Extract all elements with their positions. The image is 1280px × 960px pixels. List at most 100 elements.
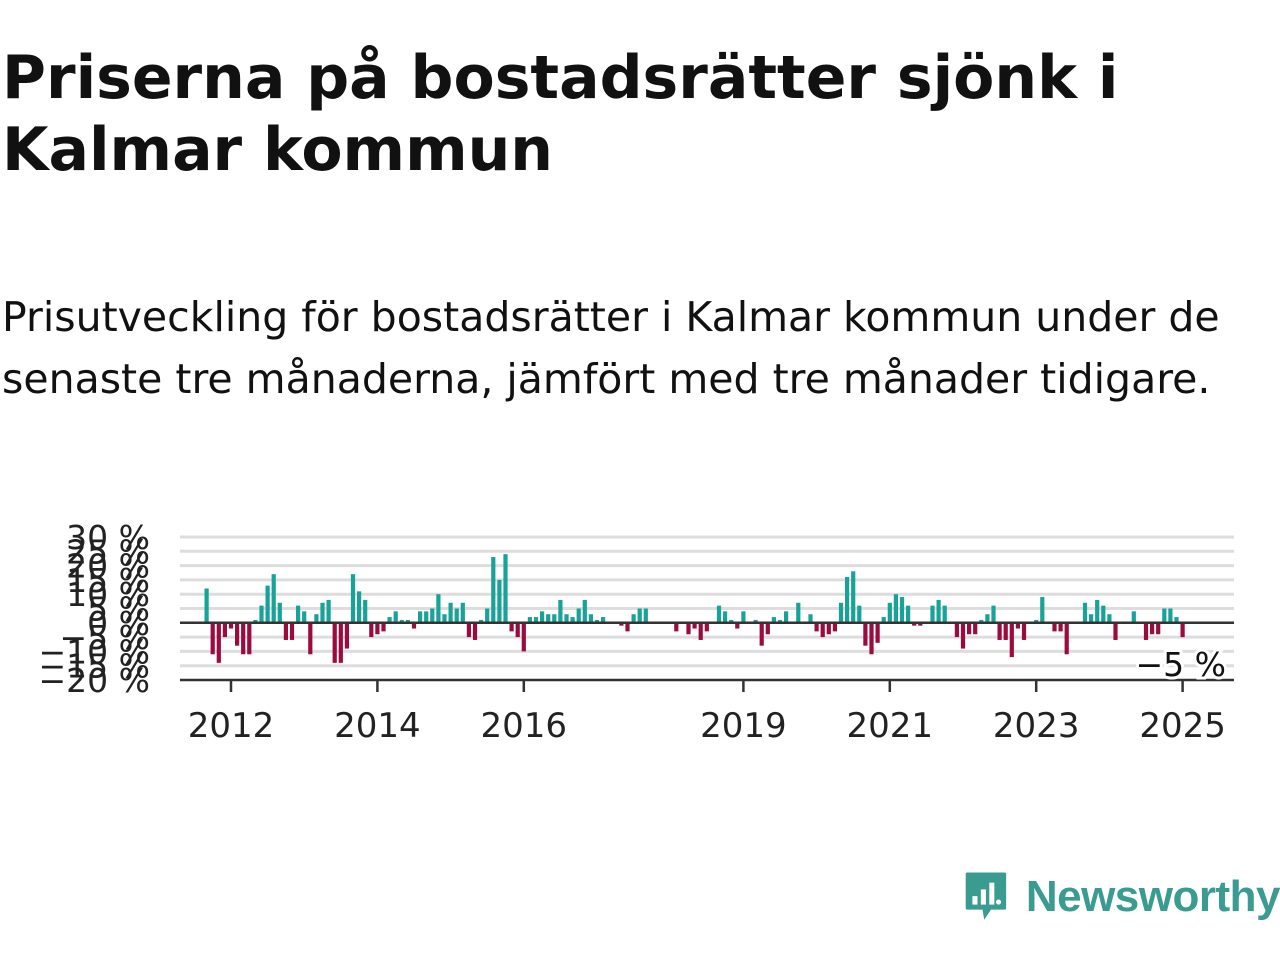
bar bbox=[625, 622, 630, 632]
bar bbox=[363, 599, 368, 623]
bar bbox=[289, 622, 295, 640]
bar bbox=[808, 614, 813, 623]
bar bbox=[851, 571, 856, 623]
bar bbox=[320, 602, 325, 623]
bar bbox=[765, 622, 770, 635]
bar bbox=[442, 614, 447, 623]
bar bbox=[479, 619, 484, 623]
bar bbox=[1113, 622, 1118, 640]
y-tick-label: −5 % bbox=[60, 618, 151, 657]
bar bbox=[503, 554, 508, 623]
bar bbox=[857, 605, 862, 623]
bar bbox=[863, 622, 868, 646]
x-tick-label: 2012 bbox=[188, 706, 275, 740]
bar bbox=[253, 619, 258, 623]
bar bbox=[1174, 617, 1179, 623]
bar bbox=[357, 591, 362, 623]
bar bbox=[430, 608, 435, 623]
bar bbox=[967, 622, 972, 635]
bar bbox=[296, 605, 301, 623]
x-tick-label: 2021 bbox=[847, 706, 934, 740]
bar bbox=[832, 622, 837, 632]
bar bbox=[497, 579, 502, 623]
bar bbox=[326, 599, 331, 623]
y-tick-label: 30 % bbox=[66, 518, 150, 557]
bar bbox=[436, 594, 441, 623]
bar bbox=[509, 622, 514, 632]
bar bbox=[643, 608, 648, 623]
y-tick-label: −20 % bbox=[39, 661, 151, 700]
bar bbox=[784, 611, 789, 623]
bar bbox=[521, 622, 526, 652]
chart-subtitle: Prisutveckling för bostadsrätter i Kalma… bbox=[2, 293, 1220, 403]
bar bbox=[222, 622, 227, 638]
bar bbox=[716, 605, 722, 623]
bar bbox=[588, 614, 593, 623]
bar bbox=[1101, 605, 1106, 623]
bar bbox=[704, 622, 709, 632]
bar bbox=[619, 622, 624, 626]
bar bbox=[698, 622, 703, 640]
x-tick-label: 2019 bbox=[700, 706, 787, 740]
bar bbox=[308, 622, 313, 655]
bar-series bbox=[204, 554, 1185, 663]
y-tick-label: 15 % bbox=[66, 561, 150, 600]
bar bbox=[1168, 608, 1173, 623]
bar bbox=[845, 577, 850, 623]
bar bbox=[601, 617, 606, 623]
bar bbox=[411, 622, 417, 629]
bar bbox=[954, 622, 959, 638]
last-value-label: −5 % bbox=[1136, 645, 1227, 684]
bar bbox=[1095, 599, 1100, 623]
bar bbox=[771, 617, 776, 623]
bar bbox=[283, 622, 288, 640]
bar-chart-speech-bubble-icon bbox=[965, 872, 1007, 920]
bar bbox=[515, 622, 520, 638]
bar bbox=[869, 622, 874, 655]
bar bbox=[350, 574, 356, 623]
bar bbox=[204, 588, 209, 623]
bar bbox=[369, 622, 374, 638]
bar bbox=[686, 622, 691, 635]
bar bbox=[985, 614, 990, 623]
bar bbox=[1052, 622, 1057, 632]
x-tick-label: 2014 bbox=[334, 706, 421, 740]
axes bbox=[180, 621, 1234, 692]
bar bbox=[906, 605, 911, 623]
bar bbox=[826, 622, 831, 635]
y-tick-label: 25 % bbox=[66, 532, 150, 571]
bar bbox=[1034, 619, 1039, 623]
bar bbox=[735, 622, 740, 629]
bar bbox=[1156, 622, 1161, 635]
bar bbox=[332, 622, 337, 663]
bar bbox=[838, 602, 844, 623]
bar bbox=[491, 557, 496, 623]
y-tick-label: 10 % bbox=[66, 575, 150, 614]
logo-text: Newsworthy bbox=[1025, 872, 1280, 921]
bar bbox=[448, 602, 453, 623]
bar bbox=[912, 622, 917, 626]
bar bbox=[1021, 622, 1027, 640]
bar bbox=[533, 617, 539, 623]
bar bbox=[674, 622, 679, 632]
bar bbox=[820, 622, 825, 638]
grid-lines bbox=[180, 535, 1234, 668]
bar bbox=[472, 622, 478, 640]
bar bbox=[1082, 602, 1088, 623]
bar bbox=[1131, 611, 1136, 623]
bar bbox=[899, 597, 905, 623]
bar bbox=[466, 622, 471, 638]
bar bbox=[741, 611, 746, 623]
bar bbox=[930, 605, 935, 623]
bar bbox=[1040, 597, 1045, 623]
bar bbox=[1143, 622, 1149, 640]
bar bbox=[527, 617, 532, 623]
bar bbox=[558, 599, 563, 623]
newsworthy-logo: Newsworthy bbox=[964, 864, 1280, 930]
bar bbox=[454, 608, 459, 623]
bar bbox=[259, 605, 264, 623]
bar bbox=[302, 611, 307, 623]
bar bbox=[399, 619, 404, 623]
bar bbox=[216, 622, 221, 663]
bar bbox=[637, 608, 642, 623]
